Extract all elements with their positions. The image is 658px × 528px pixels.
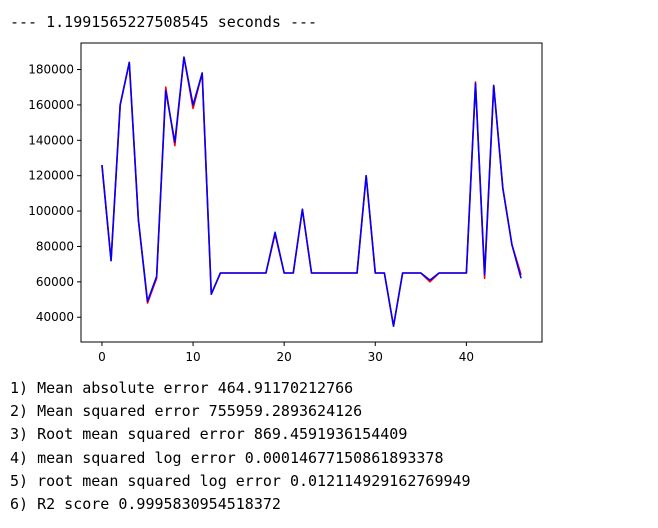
x-tick-label: 10 [185, 350, 200, 364]
x-axis: 0 10 20 30 40 [98, 342, 474, 364]
x-tick-label: 0 [98, 350, 106, 364]
y-tick-label: 80000 [36, 239, 74, 253]
plot-frame [80, 42, 543, 343]
y-tick-label: 160000 [28, 98, 74, 112]
y-tick-label: 120000 [28, 169, 74, 183]
metric-line: 1) Mean absolute error 464.91170212766 [10, 379, 354, 397]
y-tick-label: 100000 [28, 204, 74, 218]
timing-output: --- 1.1991565227508545 seconds --- [10, 13, 318, 31]
metric-line: 4) mean squared log error 0.000146771508… [10, 448, 444, 467]
y-tick-label: 180000 [28, 63, 74, 77]
metric-line: 2) Mean squared error 755959.2893624126 [10, 402, 363, 421]
y-tick-label: 60000 [36, 275, 74, 289]
metric-line: 5) root mean squared log error 0.0121149… [10, 471, 471, 490]
metrics-output: 1) Mean absolute error 464.91170212766 2)… [10, 377, 471, 516]
line-chart: 0 10 20 30 40 40000 60000 80000 100000 120000 140… [28, 42, 543, 364]
y-tick-label: 40000 [36, 310, 74, 324]
y-tick-label: 140000 [28, 133, 74, 147]
metric-line: 3) Root mean squared error 869.459193615… [10, 425, 408, 444]
series-line-1 [101, 56, 522, 327]
y-axis: 40000 60000 80000 100000 120000 140000 160000 1… [28, 63, 81, 324]
x-tick-label: 40 [459, 350, 474, 364]
x-tick-label: 30 [368, 350, 383, 364]
x-tick-label: 20 [277, 350, 292, 364]
metric-line: 6) R2 score 0.9995830954518372 [10, 495, 281, 514]
series-layer [101, 56, 522, 327]
